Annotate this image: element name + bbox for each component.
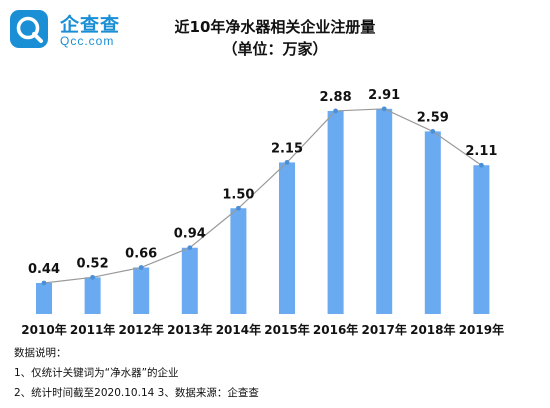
qcc-logo: 企查查 Qcc.com xyxy=(10,8,140,50)
bar-2015年 xyxy=(279,162,295,314)
x-tick-label-2010年: 2010年 xyxy=(21,322,66,337)
bar-2012年 xyxy=(133,267,150,314)
trend-marker-2015年 xyxy=(284,160,290,165)
x-tick-label-2013年: 2013年 xyxy=(167,322,212,337)
value-label-2019年: 2.11 xyxy=(465,144,497,159)
value-label-2010年: 0.44 xyxy=(28,262,60,277)
x-tick-label-2014年: 2014年 xyxy=(216,322,261,337)
trend-marker-2010年 xyxy=(41,280,47,286)
bar-2018年 xyxy=(424,131,441,314)
logo-text-en: Qcc.com xyxy=(60,34,115,48)
value-label-2014年: 1.50 xyxy=(222,187,254,202)
value-label-2011年: 0.52 xyxy=(77,256,109,271)
value-label-2016年: 2.88 xyxy=(320,90,352,105)
trend-marker-2016年 xyxy=(333,108,338,114)
trend-marker-2014年 xyxy=(236,205,241,211)
bar-2017年 xyxy=(376,108,393,314)
bar-chart: 0.44 0.52 0.66 0.94 1.50 2.15 2.88 2.91 2.59 2.11… xyxy=(21,88,504,337)
notes-heading: 数据说明： xyxy=(14,347,67,359)
bar-2010年 xyxy=(36,282,52,314)
value-label-2017年: 2.91 xyxy=(368,88,400,103)
bar-2016年 xyxy=(327,110,344,315)
logo-text-cn: 企查查 xyxy=(60,14,121,36)
data-notes: 数据说明： 1、仅统计关键词为“净水器”的企业 2、统计时间截至2020.10.… xyxy=(14,343,259,403)
notes-line-2: 2、统计时间截至2020.10.14 3、数据来源：企查查 xyxy=(14,387,259,399)
x-tick-label-2018年: 2018年 xyxy=(410,322,455,337)
magnifier-q-icon xyxy=(10,10,48,48)
trend-marker-2017年 xyxy=(381,106,387,112)
trend-marker-2018年 xyxy=(430,129,436,134)
trend-marker-2012年 xyxy=(138,265,144,270)
x-tick-label-2015年: 2015年 xyxy=(264,322,309,337)
bar-2014年 xyxy=(230,208,247,314)
chart-title: 近10年净水器相关企业注册量 xyxy=(174,18,376,36)
bar-2019年 xyxy=(473,165,490,314)
x-tick-label-2012年: 2012年 xyxy=(118,322,163,337)
bar-2011年 xyxy=(84,277,101,314)
trend-marker-2011年 xyxy=(90,274,95,280)
value-label-2013年: 0.94 xyxy=(174,227,206,242)
chart-subtitle: （单位：万家） xyxy=(222,40,328,58)
value-label-2018年: 2.59 xyxy=(417,110,449,125)
bar-2013年 xyxy=(181,247,198,314)
x-tick-label-2016年: 2016年 xyxy=(313,322,358,337)
trend-line xyxy=(43,108,482,284)
trend-marker-2013年 xyxy=(187,245,193,251)
x-tick-label-2017年: 2017年 xyxy=(361,322,406,337)
notes-line-1: 1、仅统计关键词为“净水器”的企业 xyxy=(14,367,179,379)
value-label-2012年: 0.66 xyxy=(125,246,157,261)
x-tick-label-2011年: 2011年 xyxy=(70,322,115,337)
value-label-2015年: 2.15 xyxy=(271,141,303,156)
trend-marker-2019年 xyxy=(479,162,484,168)
x-tick-label-2019年: 2019年 xyxy=(459,322,504,337)
